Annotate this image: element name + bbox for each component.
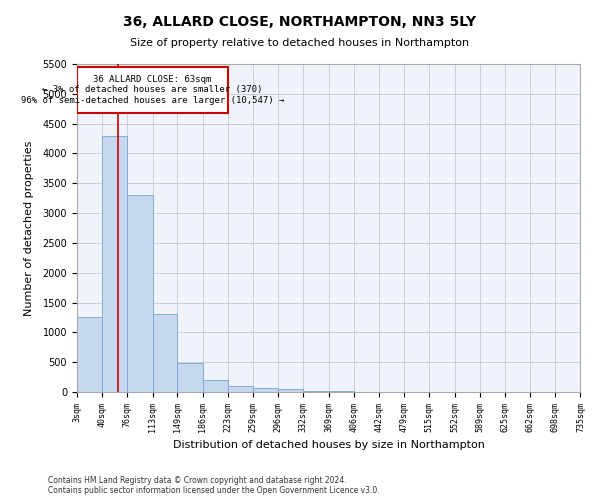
Bar xyxy=(177,364,203,392)
Bar xyxy=(278,389,303,392)
Bar xyxy=(228,386,253,392)
Bar xyxy=(102,136,127,392)
Text: 36 ALLARD CLOSE: 63sqm
← 3% of detached houses are smaller (370)
96% of semi-det: 36 ALLARD CLOSE: 63sqm ← 3% of detached … xyxy=(21,75,284,105)
FancyBboxPatch shape xyxy=(77,67,228,113)
Text: Size of property relative to detached houses in Northampton: Size of property relative to detached ho… xyxy=(130,38,470,48)
Bar xyxy=(152,314,177,392)
X-axis label: Distribution of detached houses by size in Northampton: Distribution of detached houses by size … xyxy=(173,440,485,450)
Bar xyxy=(253,388,278,392)
Bar xyxy=(303,391,329,392)
Bar xyxy=(127,195,152,392)
Y-axis label: Number of detached properties: Number of detached properties xyxy=(24,140,34,316)
Text: 36, ALLARD CLOSE, NORTHAMPTON, NN3 5LY: 36, ALLARD CLOSE, NORTHAMPTON, NN3 5LY xyxy=(124,15,476,29)
Bar xyxy=(203,380,228,392)
Text: Contains HM Land Registry data © Crown copyright and database right 2024.
Contai: Contains HM Land Registry data © Crown c… xyxy=(48,476,380,495)
Bar xyxy=(77,318,102,392)
